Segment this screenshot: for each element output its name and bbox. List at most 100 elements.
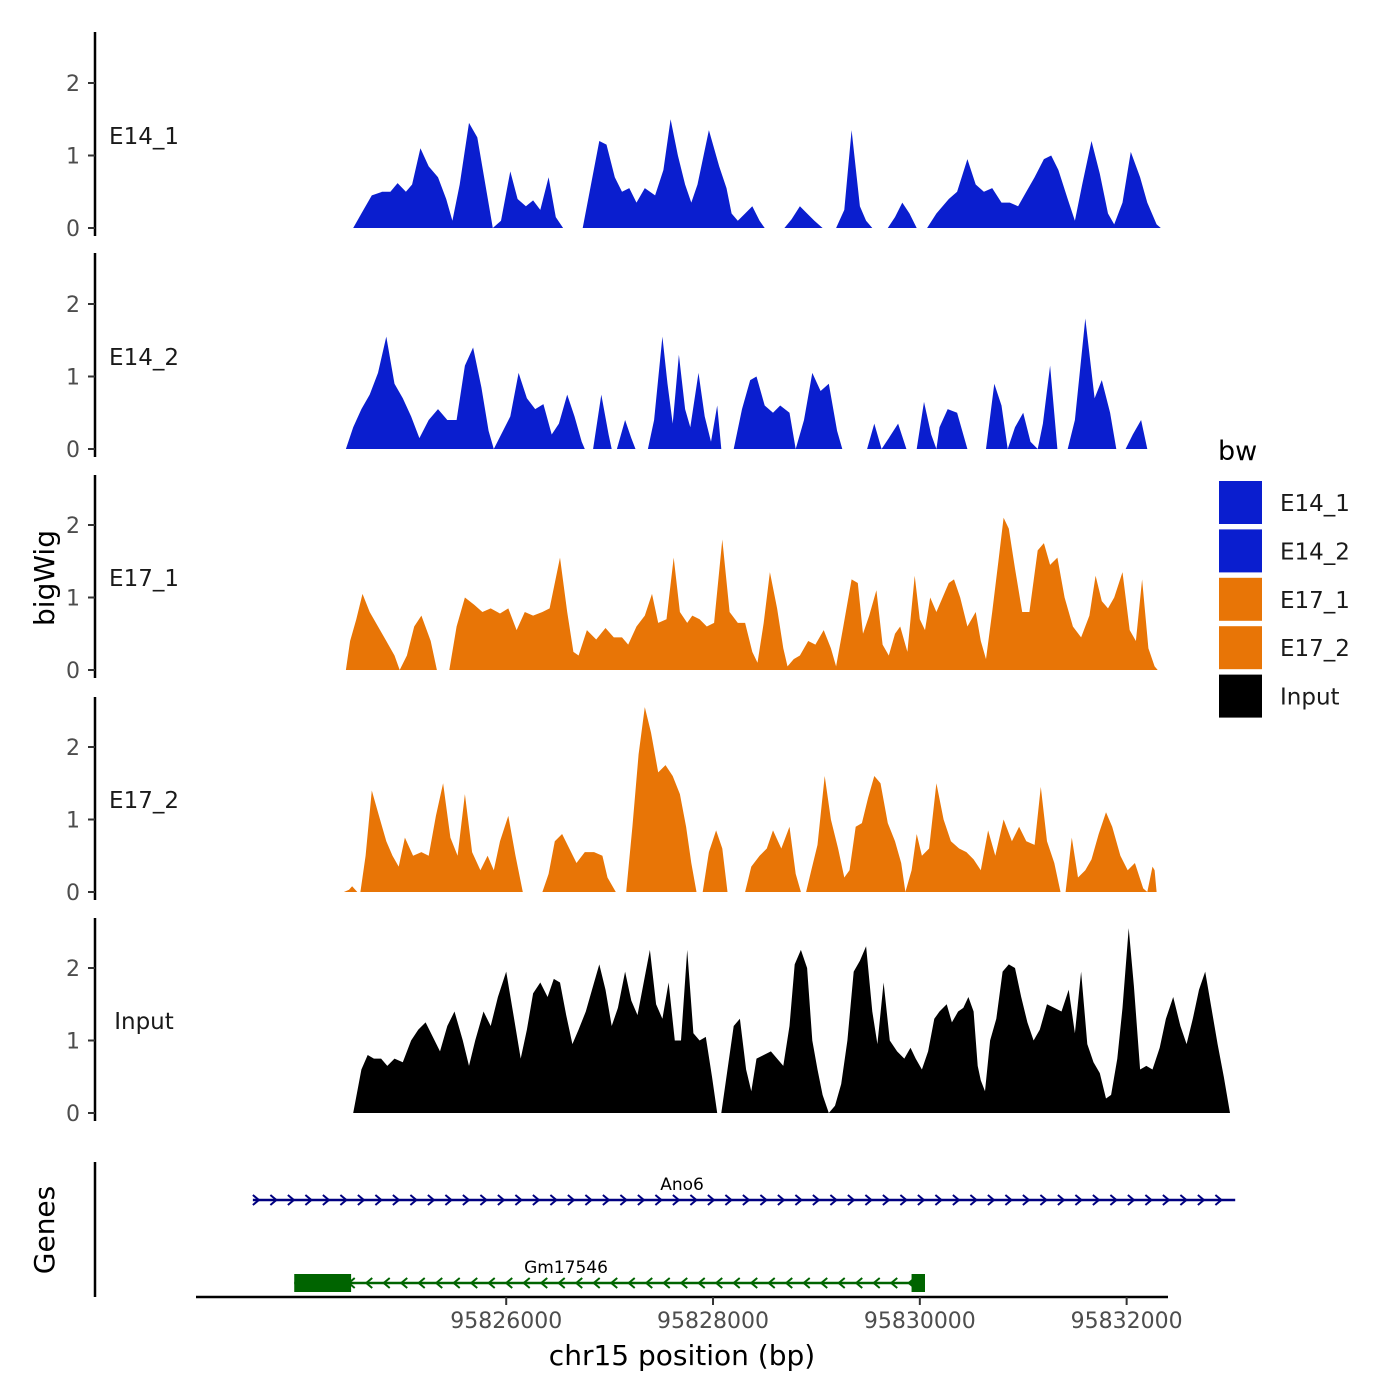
strand-chevron bbox=[1214, 1194, 1223, 1206]
track-e14-1: 0 1 2 E14_1 bbox=[66, 32, 1161, 242]
strand-chevron bbox=[452, 1277, 461, 1289]
y-tick-label: 0 bbox=[66, 1102, 80, 1127]
track-e17-1: 0 1 2 E17_1 bbox=[66, 475, 1158, 684]
legend-label: E17_1 bbox=[1280, 588, 1350, 614]
strand-chevron bbox=[672, 1194, 681, 1206]
gene-gm17546: Gm17546 bbox=[294, 1258, 925, 1292]
strand-chevron bbox=[777, 1194, 786, 1206]
strand-chevron bbox=[339, 1194, 348, 1206]
strand-chevron bbox=[644, 1277, 653, 1289]
strand-chevron bbox=[304, 1194, 313, 1206]
strand-chevron bbox=[409, 1194, 418, 1206]
strand-chevron bbox=[882, 1194, 891, 1206]
legend-item-input: Input bbox=[1217, 672, 1340, 720]
x-axis: 95826000 95828000 95830000 95832000 bbox=[196, 1295, 1183, 1334]
strand-chevron bbox=[399, 1277, 408, 1289]
strand-chevron bbox=[1127, 1194, 1136, 1206]
strand-chevron bbox=[322, 1194, 331, 1206]
strand-chevron bbox=[724, 1194, 733, 1206]
strand-chevron bbox=[497, 1194, 506, 1206]
strand-chevron bbox=[584, 1194, 593, 1206]
strand-chevron bbox=[1074, 1194, 1083, 1206]
strand-chevron bbox=[1004, 1194, 1013, 1206]
strand-chevron bbox=[1092, 1194, 1101, 1206]
strand-chevron bbox=[357, 1194, 366, 1206]
signal-area bbox=[343, 707, 1157, 892]
strand-chevron bbox=[1162, 1194, 1171, 1206]
strand-chevron bbox=[749, 1277, 758, 1289]
genes-track-title: Genes bbox=[28, 1186, 61, 1274]
strand-chevron bbox=[829, 1194, 838, 1206]
strand-chevron bbox=[689, 1194, 698, 1206]
strand-chevron bbox=[522, 1277, 531, 1289]
strand-chevron bbox=[479, 1194, 488, 1206]
x-tick-label: 95826000 bbox=[450, 1309, 562, 1334]
strand-chevron bbox=[889, 1277, 898, 1289]
strand-chevron bbox=[847, 1194, 856, 1206]
strand-chevron bbox=[784, 1277, 793, 1289]
strand-chevron bbox=[469, 1277, 478, 1289]
gene-label: Gm17546 bbox=[524, 1258, 608, 1278]
signal-area bbox=[353, 119, 1161, 228]
legend-swatch bbox=[1217, 527, 1264, 575]
strand-chevron bbox=[732, 1277, 741, 1289]
track-panels: 0 1 2 E14_1 0 1 2 E14_2 0 1 2 E17_1 0 1 2 E17_2 0 1 2 Input bbox=[66, 32, 1230, 1127]
strand-chevron bbox=[427, 1194, 436, 1206]
strand-chevron bbox=[1022, 1194, 1031, 1206]
legend-label: E17_2 bbox=[1280, 636, 1350, 662]
strand-chevron bbox=[864, 1194, 873, 1206]
y-tick-label: 2 bbox=[66, 72, 80, 97]
strand-chevron bbox=[1197, 1194, 1206, 1206]
track-label: E17_1 bbox=[109, 566, 179, 592]
strand-chevron bbox=[532, 1194, 541, 1206]
strand-chevron bbox=[637, 1194, 646, 1206]
strand-chevron bbox=[1039, 1194, 1048, 1206]
strand-chevron bbox=[662, 1277, 671, 1289]
y-tick-label: 2 bbox=[66, 736, 80, 761]
strand-chevron bbox=[514, 1194, 523, 1206]
strand-chevron bbox=[794, 1194, 803, 1206]
legend-swatch bbox=[1217, 575, 1264, 623]
strand-chevron bbox=[374, 1194, 383, 1206]
track-e17-2: 0 1 2 E17_2 bbox=[66, 697, 1157, 906]
strand-chevron bbox=[504, 1277, 513, 1289]
strand-chevron bbox=[952, 1194, 961, 1206]
strand-chevron bbox=[609, 1277, 618, 1289]
strand-chevron bbox=[417, 1277, 426, 1289]
legend-swatch bbox=[1217, 624, 1264, 672]
exon-block bbox=[911, 1274, 925, 1292]
strand-chevron bbox=[287, 1194, 296, 1206]
strand-chevron bbox=[549, 1194, 558, 1206]
strand-chevron bbox=[934, 1194, 943, 1206]
legend-label: E14_2 bbox=[1280, 539, 1350, 565]
strand-chevron bbox=[899, 1194, 908, 1206]
track-label: E14_1 bbox=[109, 124, 179, 150]
strand-chevron bbox=[252, 1194, 261, 1206]
strand-chevron bbox=[592, 1277, 601, 1289]
strand-chevron bbox=[1144, 1194, 1153, 1206]
legend-item-e17-1: E17_1 bbox=[1217, 575, 1350, 623]
y-tick-label: 0 bbox=[66, 438, 80, 463]
strand-chevron bbox=[1057, 1194, 1066, 1206]
gene-label: Ano6 bbox=[660, 1175, 704, 1195]
legend-swatch bbox=[1217, 479, 1264, 526]
strand-chevron bbox=[619, 1194, 628, 1206]
y-tick-label: 1 bbox=[66, 587, 80, 612]
x-tick-label: 95830000 bbox=[864, 1309, 976, 1334]
strand-chevron bbox=[462, 1194, 471, 1206]
strand-chevron bbox=[627, 1277, 636, 1289]
signal-area bbox=[345, 318, 1148, 449]
strand-chevron bbox=[802, 1277, 811, 1289]
signal-area bbox=[353, 928, 1230, 1113]
y-tick-label: 1 bbox=[66, 809, 80, 834]
strand-chevron bbox=[837, 1277, 846, 1289]
legend-item-e14-1: E14_1 bbox=[1217, 479, 1350, 526]
legend-swatch bbox=[1217, 672, 1264, 720]
strand-chevron bbox=[567, 1194, 576, 1206]
legend-item-e17-2: E17_2 bbox=[1217, 624, 1350, 672]
strand-chevron bbox=[392, 1194, 401, 1206]
track-input: 0 1 2 Input bbox=[66, 918, 1230, 1127]
y-tick-label: 2 bbox=[66, 957, 80, 982]
track-label: E17_2 bbox=[109, 788, 179, 814]
